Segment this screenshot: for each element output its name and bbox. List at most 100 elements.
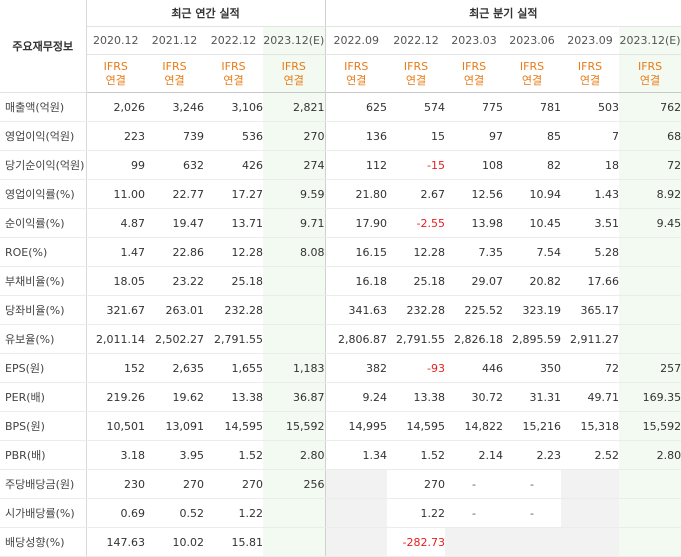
accounting-standard-cell: IFRS 연결 (145, 55, 204, 93)
standard-label: IFRS (344, 59, 369, 73)
value-cell: 2,806.87 (324, 324, 388, 354)
value-cell: - (445, 469, 504, 499)
estimate-cell: 2.80 (619, 440, 681, 470)
row-label: EPS(원) (0, 353, 87, 383)
estimate-cell (263, 498, 326, 528)
value-cell: 20.82 (503, 266, 562, 296)
estimate-cell: 9.45 (619, 208, 681, 238)
row-label: 순이익률(%) (0, 208, 87, 238)
value-cell: 10.45 (503, 208, 562, 238)
value-cell: 503 (561, 92, 620, 122)
group-header-row: 주요재무정보 최근 연간 실적 최근 분기 실적 (0, 0, 681, 93)
value-cell: 625 (324, 92, 388, 122)
row-label: ROE(%) (0, 237, 87, 267)
value-cell: 15 (387, 121, 446, 151)
value-cell: 365.17 (561, 295, 620, 325)
row-label: 주당배당금(원) (0, 469, 87, 499)
value-cell: 13.98 (445, 208, 504, 238)
table-row: 부채비율(%) 18.05 23.22 25.18 16.18 25.18 29.07 20.… (0, 266, 681, 296)
standard-label: IFRS (637, 59, 663, 73)
value-cell: 14,995 (324, 411, 388, 441)
value-cell: 0.69 (86, 498, 145, 528)
value-cell: 3,106 (204, 92, 263, 122)
standard-label: IFRS (403, 59, 429, 73)
value-cell: 13,091 (145, 411, 204, 441)
value-cell: 10,501 (86, 411, 145, 441)
standard-label: IFRS (103, 59, 128, 73)
value-cell: 3.18 (86, 440, 145, 470)
value-cell: -93 (387, 353, 446, 383)
value-cell: 232.28 (204, 295, 263, 325)
table-row: PER(배) 219.26 19.62 13.38 36.87 9.24 13.38 30.7… (0, 382, 681, 412)
value-cell: 574 (387, 92, 446, 122)
value-cell: 3.95 (145, 440, 204, 470)
period-header: 2022.12 (204, 26, 263, 55)
standard-label: IFRS (162, 59, 187, 73)
value-cell: 23.22 (145, 266, 204, 296)
value-cell (324, 469, 388, 499)
value-cell: 3.51 (561, 208, 620, 238)
accounting-standard-cell: IFRS 연결 (324, 54, 388, 93)
table-row: ROE(%) 1.47 22.86 12.28 8.08 16.15 12.28 7.35 7.… (0, 237, 681, 267)
value-cell (503, 527, 562, 557)
standard-label: IFRS (519, 59, 545, 73)
value-cell (561, 469, 620, 499)
standard-label: IFRS (221, 59, 246, 73)
value-cell: 19.62 (145, 382, 204, 412)
value-cell: 29.07 (445, 266, 504, 296)
table-row: 배당성향(%) 147.63 10.02 15.81 -282.73 (0, 527, 681, 557)
value-cell: 2,911.27 (561, 324, 620, 354)
estimate-cell: 274 (263, 150, 326, 180)
value-cell: 775 (445, 92, 504, 122)
estimate-cell (263, 266, 326, 296)
value-cell: 15.81 (204, 527, 263, 557)
estimate-cell: 9.59 (263, 179, 326, 209)
value-cell: 1.34 (324, 440, 388, 470)
estimate-cell: 2,821 (263, 92, 326, 122)
estimate-cell: 68 (619, 121, 681, 151)
value-cell: 12.28 (387, 237, 446, 267)
value-cell: 446 (445, 353, 504, 383)
consolidation-label: 연결 (105, 73, 126, 87)
value-cell: 19.47 (145, 208, 204, 238)
value-cell: 49.71 (561, 382, 620, 412)
row-label-header: 주요재무정보 (0, 0, 87, 93)
estimate-cell (619, 324, 681, 354)
value-cell: 230 (86, 469, 145, 499)
accounting-standard-cell: IFRS 연결 (561, 55, 619, 93)
value-cell: 31.31 (503, 382, 562, 412)
value-cell: 632 (145, 150, 204, 180)
estimate-cell (619, 295, 681, 325)
value-cell: 223 (86, 121, 145, 151)
period-header: 2023.06 (503, 26, 562, 55)
consolidation-label: 연결 (579, 73, 601, 87)
value-cell: 781 (503, 92, 562, 122)
table-row: 유보율(%) 2,011.14 2,502.27 2,791.55 2,806.87 2,… (0, 324, 681, 354)
table-row: EPS(원) 152 2,635 1,655 1,183 382 -93 446 350 72 25… (0, 353, 681, 383)
value-cell: 536 (204, 121, 263, 151)
value-cell: - (503, 469, 562, 499)
accounting-standard-cell: IFRS 연결 (619, 54, 681, 93)
value-cell: 2.23 (503, 440, 562, 470)
row-label: 영업이익(억원) (0, 121, 87, 151)
value-cell: 12.56 (445, 179, 504, 209)
value-cell (561, 498, 620, 528)
value-cell: 2,011.14 (86, 324, 145, 354)
value-cell: 341.63 (324, 295, 388, 325)
value-cell: -282.73 (387, 527, 446, 557)
period-header: 2023.09 (561, 26, 620, 55)
table-row: 당좌비율(%) 321.67 263.01 232.28 341.63 232.28 225… (0, 295, 681, 325)
estimate-cell: 8.08 (263, 237, 326, 267)
estimate-cell (263, 295, 326, 325)
standard-label: IFRS (577, 59, 603, 73)
value-cell: 97 (445, 121, 504, 151)
value-cell: 1.47 (86, 237, 145, 267)
value-cell: 15,318 (561, 411, 620, 441)
period-header: 2022.12 (387, 26, 446, 55)
value-cell: 10.02 (145, 527, 204, 557)
standard-label: IFRS (461, 59, 487, 73)
annual-group-header: 최근 연간 실적 (86, 0, 326, 27)
value-cell: 1.22 (204, 498, 263, 528)
estimate-cell: 1,183 (263, 353, 326, 383)
estimate-cell (619, 527, 681, 557)
